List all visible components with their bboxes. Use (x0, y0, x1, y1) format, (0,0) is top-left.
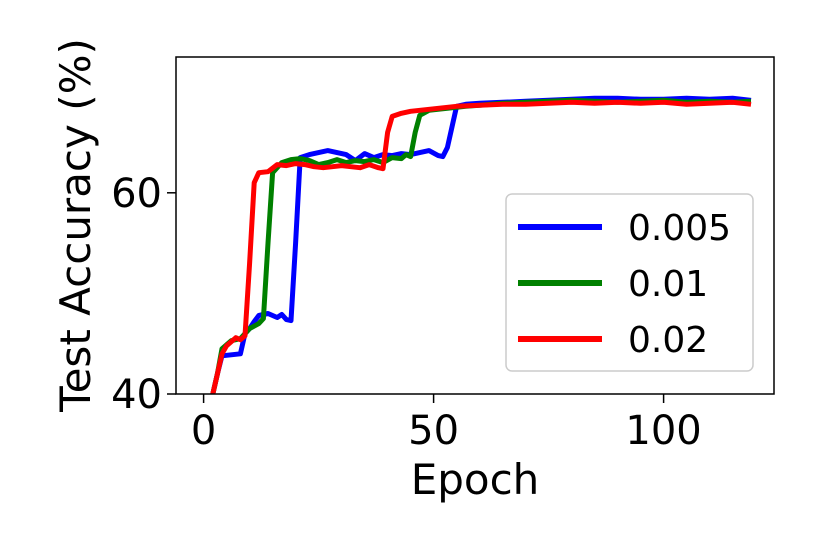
legend-label-1: 0.01 (628, 264, 708, 305)
x-tick-label: 100 (625, 408, 701, 454)
y-axis-label: Test Accuracy (%) (51, 38, 100, 413)
series-lines (210, 95, 752, 394)
legend-label-0: 0.005 (628, 208, 731, 249)
x-tick-label: 0 (191, 408, 216, 454)
x-axis-label: Epoch (411, 455, 540, 504)
legend-label-2: 0.02 (628, 320, 708, 361)
legend-frame (505, 193, 754, 372)
y-axis: 40 60 (111, 171, 176, 418)
series-line-2 (210, 99, 752, 394)
legend: 0.005 0.01 0.02 (505, 193, 754, 372)
y-tick-label: 40 (111, 372, 162, 418)
x-axis: 0 50 100 (191, 394, 702, 454)
x-tick-label: 50 (408, 408, 459, 454)
y-tick-label: 60 (111, 171, 162, 217)
plot-frame (175, 56, 775, 395)
